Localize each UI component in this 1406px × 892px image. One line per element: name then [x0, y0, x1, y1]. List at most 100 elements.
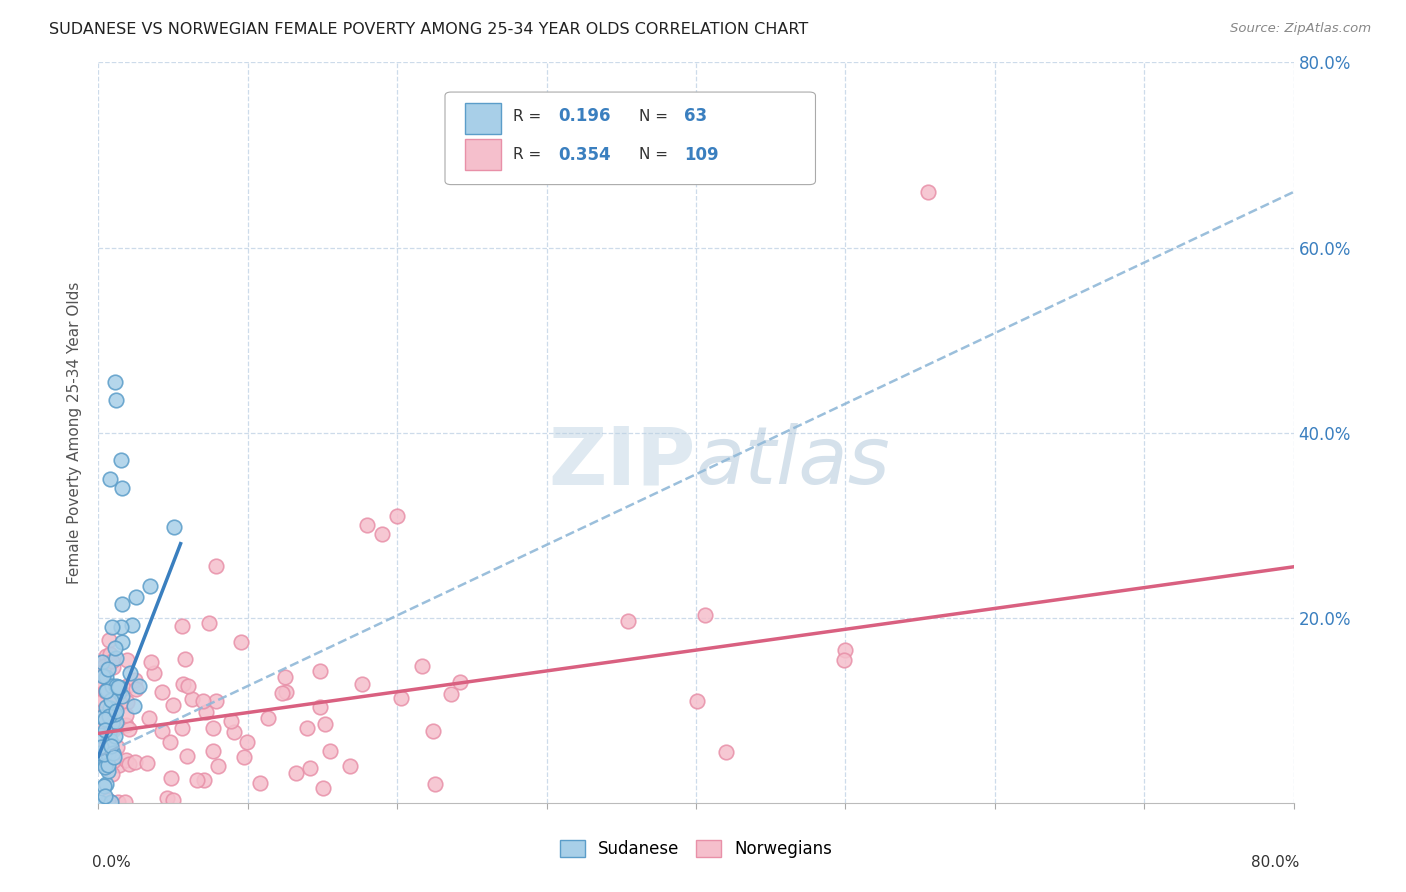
Point: [385, 508, 409, 523]
Point: [236, 735, 259, 749]
Point: [159, 734, 181, 748]
Point: [97, 662, 120, 676]
Point: [202, 721, 225, 735]
Point: [98, 632, 121, 647]
Point: [114, 795, 136, 809]
Point: [100, 739, 122, 753]
Point: [115, 708, 138, 723]
Point: [104, 681, 127, 696]
Point: [103, 750, 125, 764]
Point: [101, 766, 124, 780]
Point: [104, 651, 127, 665]
Point: [124, 699, 146, 714]
Point: [312, 781, 335, 796]
Point: [249, 776, 271, 790]
Point: [93, 747, 115, 762]
Point: [100, 795, 122, 809]
Point: [686, 694, 709, 708]
Point: [202, 744, 225, 758]
Text: N =: N =: [638, 109, 672, 124]
Point: [172, 619, 194, 633]
Point: [97, 758, 120, 772]
Point: [449, 674, 471, 689]
Point: [319, 744, 342, 758]
Point: [339, 759, 361, 773]
Point: [91, 669, 114, 683]
Point: [110, 689, 132, 703]
Legend: Sudanese, Norwegians: Sudanese, Norwegians: [553, 833, 839, 865]
Point: [832, 653, 855, 667]
Point: [105, 739, 128, 754]
Point: [101, 754, 124, 768]
Text: Source: ZipAtlas.com: Source: ZipAtlas.com: [1230, 22, 1371, 36]
Point: [101, 660, 124, 674]
Point: [156, 791, 179, 805]
Point: [101, 746, 124, 760]
Point: [440, 687, 463, 701]
Point: [115, 653, 138, 667]
Point: [89, 795, 111, 809]
Point: [100, 689, 122, 703]
Point: [298, 761, 321, 775]
Text: 80.0%: 80.0%: [1251, 855, 1299, 870]
Point: [94, 759, 117, 773]
Point: [97, 712, 120, 726]
Point: [93, 779, 115, 793]
Point: [232, 750, 254, 764]
Point: [108, 681, 131, 695]
Point: [309, 665, 332, 679]
Point: [389, 691, 412, 706]
Point: [93, 658, 115, 673]
Point: [115, 718, 138, 732]
Point: [111, 481, 134, 495]
Point: [173, 652, 195, 666]
Text: 0.196: 0.196: [558, 108, 612, 126]
Text: SUDANESE VS NORWEGIAN FEMALE POVERTY AMONG 25-34 YEAR OLDS CORRELATION CHART: SUDANESE VS NORWEGIAN FEMALE POVERTY AMO…: [49, 22, 808, 37]
Point: [172, 677, 194, 691]
Point: [124, 673, 146, 687]
Text: 0.354: 0.354: [558, 146, 612, 164]
Point: [150, 685, 173, 699]
Point: [94, 649, 117, 664]
Point: [105, 393, 128, 408]
Text: ZIP: ZIP: [548, 423, 696, 501]
Point: [352, 677, 374, 691]
Point: [97, 792, 120, 806]
Point: [274, 670, 297, 684]
Point: [121, 618, 143, 632]
Point: [139, 579, 162, 593]
Point: [411, 659, 433, 673]
Point: [138, 711, 160, 725]
Point: [90, 728, 112, 742]
FancyBboxPatch shape: [465, 103, 501, 135]
Point: [96, 764, 118, 778]
Text: 63: 63: [685, 108, 707, 126]
Point: [97, 709, 120, 723]
Point: [139, 656, 162, 670]
Point: [617, 615, 640, 629]
Point: [91, 675, 114, 690]
Text: atlas: atlas: [696, 423, 891, 501]
Point: [90, 656, 112, 670]
Point: [257, 711, 280, 725]
Point: [90, 715, 112, 730]
Point: [94, 777, 117, 791]
Point: [97, 725, 120, 739]
Point: [97, 747, 120, 761]
Point: [105, 679, 128, 693]
Point: [104, 702, 127, 716]
Point: [162, 793, 184, 807]
Point: [94, 789, 117, 803]
Point: [125, 590, 148, 604]
Point: [142, 666, 165, 681]
Point: [124, 755, 146, 769]
Point: [98, 692, 121, 706]
Point: [186, 772, 208, 787]
Point: [274, 685, 297, 699]
Point: [97, 739, 120, 754]
Point: [100, 680, 122, 694]
Point: [100, 620, 122, 634]
Point: [110, 620, 132, 634]
Point: [91, 714, 114, 728]
Y-axis label: Female Poverty Among 25-34 Year Olds: Female Poverty Among 25-34 Year Olds: [67, 282, 83, 583]
